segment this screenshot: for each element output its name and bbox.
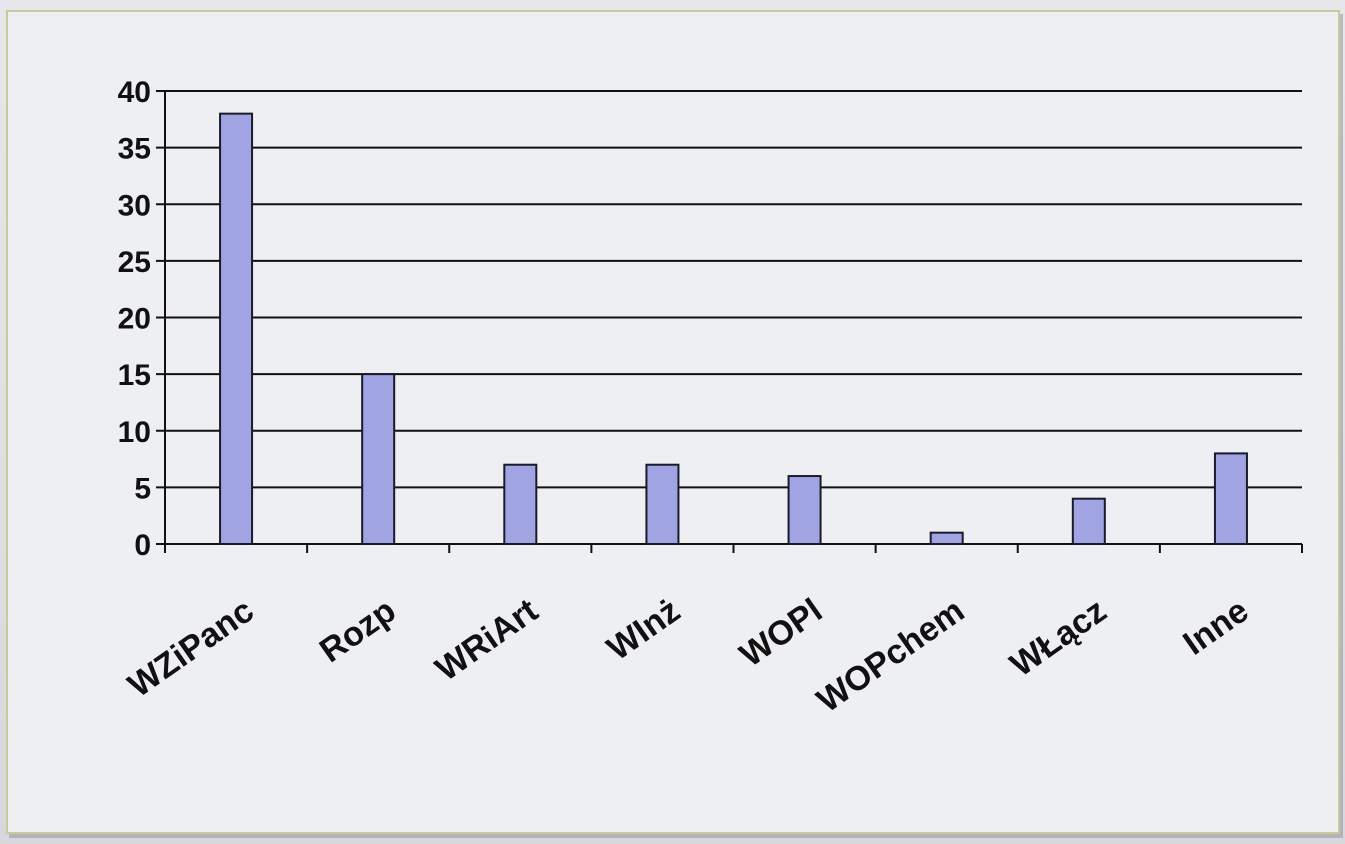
x-tick-label-WInż: WInż bbox=[600, 591, 687, 668]
bar-Rozp bbox=[361, 373, 396, 545]
x-tick-label-WOPl: WOPl bbox=[733, 591, 829, 674]
x-tick-label-Rozp: Rozp bbox=[313, 591, 403, 670]
y-tick-label-0: 0 bbox=[134, 529, 151, 562]
x-tick-label-WOPchem: WOPchem bbox=[810, 591, 971, 720]
bar-WRiArt bbox=[503, 463, 538, 546]
bar-Inne bbox=[1213, 452, 1248, 545]
y-tick-label-5: 5 bbox=[134, 472, 151, 505]
y-tick-label-35: 35 bbox=[118, 133, 151, 166]
y-tick-labels: 0 5 10 15 20 25 30 35 40 bbox=[118, 76, 151, 562]
y-tick-label-10: 10 bbox=[118, 416, 151, 449]
x-tick-label-WRiArt: WRiArt bbox=[429, 591, 545, 688]
y-tick-label-20: 20 bbox=[118, 303, 151, 336]
y-tick-label-30: 30 bbox=[118, 189, 151, 222]
bar-WOPl bbox=[787, 475, 822, 545]
axes bbox=[156, 90, 1303, 553]
gridlines bbox=[165, 90, 1302, 489]
x-tick-label-Inne: Inne bbox=[1176, 591, 1255, 662]
x-tick-label-WŁącz: WŁącz bbox=[1003, 591, 1113, 684]
y-tick-label-40: 40 bbox=[118, 76, 151, 109]
bar-WŁącz bbox=[1071, 497, 1106, 546]
y-tick-label-25: 25 bbox=[118, 246, 151, 279]
x-tick-label-WZiPanc: WZiPanc bbox=[121, 591, 260, 704]
bar-WInż bbox=[645, 463, 680, 546]
bars bbox=[219, 112, 1248, 546]
bar-WZiPanc bbox=[219, 112, 254, 546]
y-tick-label-15: 15 bbox=[118, 359, 151, 392]
bar-WOPchem bbox=[929, 531, 964, 545]
